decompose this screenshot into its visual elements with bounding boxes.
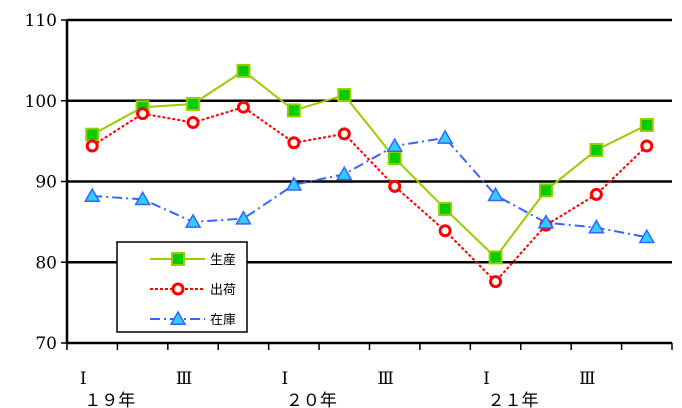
axes	[61, 19, 673, 350]
x-axis-tick-labels: Ⅰ Ⅲ Ⅰ Ⅲ Ⅰ Ⅲ １９年 ２０年 ２１年	[80, 369, 596, 408]
x-year-label: １９年	[84, 391, 135, 408]
y-tick-label: 70	[35, 334, 57, 354]
x-tick-label: Ⅰ	[80, 369, 87, 389]
data-point	[286, 103, 301, 118]
legend-marker	[171, 282, 185, 296]
x-tick-label: Ⅲ	[579, 369, 595, 389]
y-tick-label: 80	[35, 253, 57, 273]
legend-label: 生産	[210, 252, 236, 268]
data-point	[640, 139, 654, 153]
data-point	[235, 210, 252, 225]
x-year-label: ２１年	[488, 391, 539, 408]
series-1	[85, 63, 654, 265]
series-line	[92, 136, 647, 239]
data-point	[184, 213, 202, 228]
data-point	[588, 219, 605, 234]
legend-marker	[169, 310, 187, 325]
data-point	[85, 127, 100, 142]
legend-marker	[171, 252, 185, 266]
series-2	[85, 100, 654, 289]
data-point	[388, 179, 402, 193]
x-tick-label: Ⅰ	[483, 369, 490, 389]
y-tick-label: 90	[35, 173, 57, 193]
legend-item: 出荷	[150, 282, 236, 298]
data-point	[387, 151, 402, 166]
x-tick-label: Ⅲ	[176, 369, 192, 389]
y-tick-label: 110	[25, 11, 57, 31]
data-point	[589, 143, 604, 158]
data-point	[438, 201, 453, 216]
data-point	[537, 214, 555, 229]
data-point	[438, 224, 452, 238]
series-line	[91, 69, 648, 259]
data-point	[639, 117, 654, 132]
data-point	[83, 187, 101, 203]
data-point	[136, 107, 150, 121]
series-layer	[83, 63, 656, 289]
x-tick-label: Ⅰ	[282, 369, 289, 389]
legend-item: 生産	[150, 252, 236, 268]
series-3	[83, 129, 656, 244]
data-point	[489, 275, 503, 289]
data-point	[186, 116, 200, 130]
data-point	[236, 63, 251, 78]
data-point	[337, 88, 352, 103]
data-point	[186, 96, 201, 111]
y-tick-label: 100	[25, 92, 57, 112]
data-point	[287, 136, 301, 150]
x-year-label: ２０年	[286, 391, 337, 408]
gridlines	[67, 18, 672, 264]
data-point	[335, 165, 353, 181]
data-point	[589, 187, 603, 201]
data-point	[488, 250, 503, 265]
legend-label: 出荷	[210, 283, 236, 298]
data-point	[638, 228, 656, 244]
data-point	[436, 129, 454, 144]
data-point	[134, 190, 151, 206]
data-point	[85, 139, 99, 153]
x-tick-label: Ⅲ	[378, 369, 394, 389]
legend-item: 在庫	[150, 310, 236, 328]
data-point	[386, 137, 404, 152]
data-point	[285, 176, 303, 191]
series-line	[91, 106, 648, 284]
data-point	[538, 183, 553, 198]
y-axis-tick-labels: 70 80 90 100 110	[25, 11, 57, 354]
data-point	[337, 127, 351, 141]
legend-label: 在庫	[210, 313, 236, 328]
data-point	[236, 100, 250, 114]
data-point	[487, 186, 504, 202]
